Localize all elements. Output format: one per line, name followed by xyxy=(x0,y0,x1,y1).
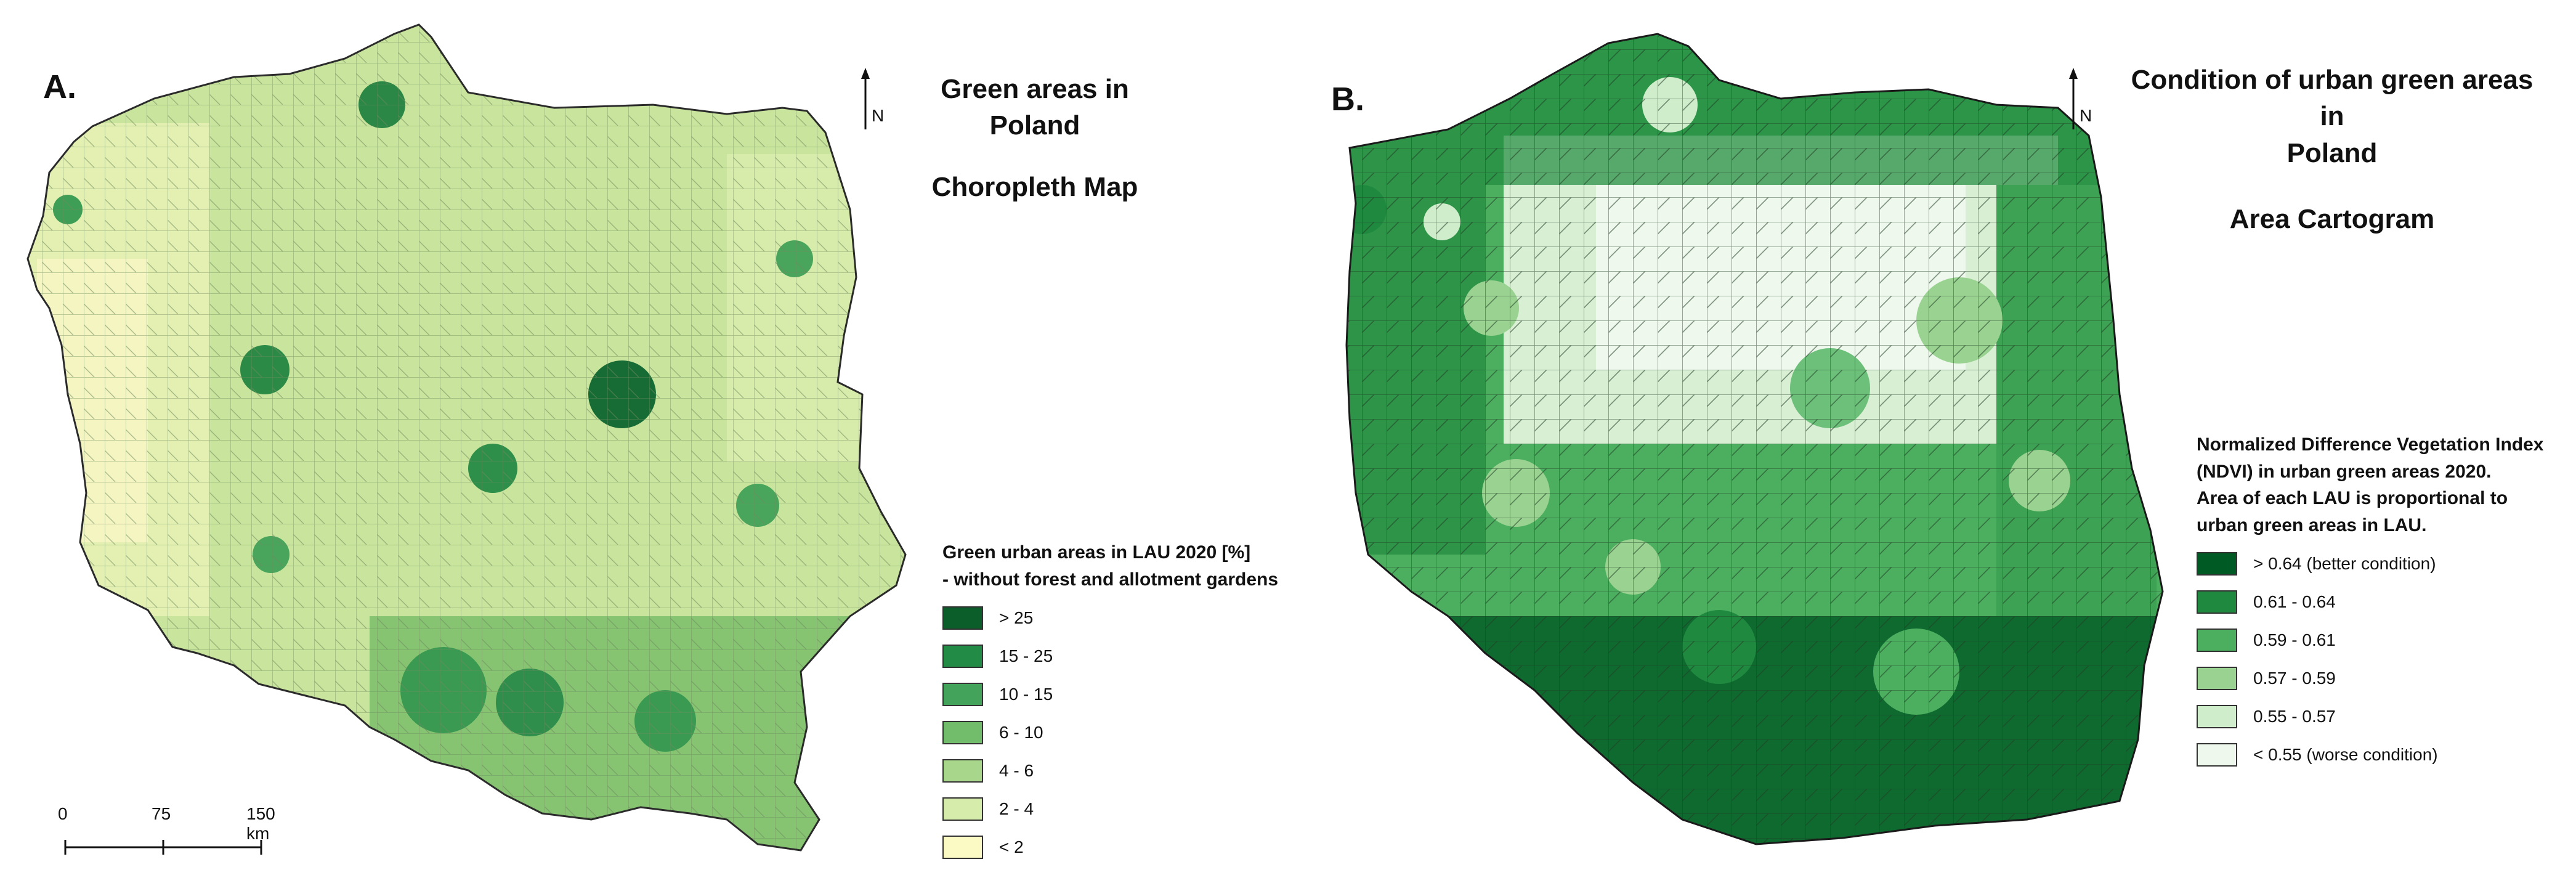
legend-swatch xyxy=(942,797,983,821)
scale-label-150: 150 km xyxy=(246,804,275,843)
scale-bar-line xyxy=(64,840,262,855)
legend-entry: 10 - 15 xyxy=(942,675,1278,714)
scale-bar: 0 75 150 km xyxy=(58,804,275,866)
legend-entry: 4 - 6 xyxy=(942,752,1278,790)
legend-entry: < 0.55 (worse condition) xyxy=(2197,736,2543,774)
legend-entry: 2 - 4 xyxy=(942,790,1278,828)
legend-swatch xyxy=(2197,590,2237,614)
legend-label: 0.55 - 0.57 xyxy=(2253,707,2336,726)
title-line-2: Poland xyxy=(2286,137,2378,168)
choropleth-map xyxy=(26,23,907,852)
legend-swatch xyxy=(2197,552,2237,576)
panel-letter-a: A. xyxy=(43,68,76,105)
panel-letter-b: B. xyxy=(1331,81,1364,118)
legend-title-line-2: - without forest and allotment gardens xyxy=(942,569,1279,590)
title-line-1: Condition of urban green areas in xyxy=(2131,65,2533,132)
north-label: N xyxy=(2080,106,2092,125)
scale-label-75: 75 xyxy=(152,804,171,823)
legend-label: 2 - 4 xyxy=(999,799,1034,818)
legend-label: 0.57 - 0.59 xyxy=(2253,669,2336,688)
legend-swatch xyxy=(2197,629,2237,652)
panel-a: A. Green areas in Poland Choropleth Map … xyxy=(26,23,1278,866)
north-label: N xyxy=(872,106,885,125)
legend-swatch xyxy=(2197,705,2237,728)
north-arrow-icon xyxy=(861,68,870,129)
poland-outline-a xyxy=(26,23,907,852)
legend-label: 6 - 10 xyxy=(999,723,1043,742)
legend-entry: > 0.64 (better condition) xyxy=(2197,545,2543,583)
legend-swatch xyxy=(2197,667,2237,690)
legend-swatch xyxy=(942,721,983,744)
legend-swatch xyxy=(2197,743,2237,767)
map-title-b: Condition of urban green areas in Poland… xyxy=(2116,62,2548,238)
legend-title-line-1: Green urban areas in LAU 2020 [%] xyxy=(942,542,1251,563)
panel-b: B. Condition of urban green areas in Pol… xyxy=(1288,0,2576,891)
legend-swatch xyxy=(942,683,983,706)
legend-b: Normalized Difference Vegetation Index (N… xyxy=(2197,431,2543,774)
legend-a: Green urban areas in LAU 2020 [%] - with… xyxy=(942,539,1278,866)
legend-entry: > 25 xyxy=(942,599,1278,637)
legend-label: 4 - 6 xyxy=(999,761,1034,780)
legend-entry: 6 - 10 xyxy=(942,714,1278,752)
title-line-2: Choropleth Map xyxy=(931,171,1138,202)
legend-entry: 0.55 - 0.57 xyxy=(2197,698,2543,736)
scale-label-0: 0 xyxy=(58,804,68,823)
legend-label: 10 - 15 xyxy=(999,685,1053,704)
poland-outline-b xyxy=(1345,33,2164,845)
legend-title-line: Area of each LAU is proportional to xyxy=(2197,488,2508,508)
legend-entries: > 0.64 (better condition) 0.61 - 0.64 0.59… xyxy=(2197,545,2543,774)
legend-label: 15 - 25 xyxy=(999,646,1053,665)
legend-swatch xyxy=(942,759,983,783)
legend-swatch xyxy=(942,645,983,668)
legend-entry: 0.61 - 0.64 xyxy=(2197,583,2543,621)
area-cartogram xyxy=(1345,33,2164,845)
legend-title: Normalized Difference Vegetation Index (N… xyxy=(2197,431,2543,539)
legend-title-line: urban green areas in LAU. xyxy=(2197,515,2427,535)
legend-label: > 25 xyxy=(999,608,1034,627)
north-arrow-icon xyxy=(2069,68,2078,129)
north-arrow-b: N xyxy=(2067,68,2104,173)
legend-label: > 0.64 (better condition) xyxy=(2253,554,2436,573)
legend-entry: < 2 xyxy=(942,828,1278,866)
legend-label: 0.61 - 0.64 xyxy=(2253,592,2336,611)
legend-label: 0.59 - 0.61 xyxy=(2253,630,2336,649)
north-arrow-a: N xyxy=(859,68,896,173)
legend-title-line: (NDVI) in urban green areas 2020. xyxy=(2197,461,2492,482)
legend-entries: > 25 15 - 25 10 - 15 6 - 10 4 - 6 2 - 4 < 2 xyxy=(942,599,1278,866)
title-line-3: Area Cartogram xyxy=(2229,204,2435,235)
legend-title-line: Normalized Difference Vegetation Index xyxy=(2197,434,2544,455)
legend-entry: 0.57 - 0.59 xyxy=(2197,659,2543,698)
map-title-a: Green areas in Poland Choropleth Map xyxy=(905,71,1164,205)
legend-swatch xyxy=(942,606,983,630)
legend-label: < 2 xyxy=(999,837,1024,856)
legend-entry: 15 - 25 xyxy=(942,637,1278,675)
legend-swatch xyxy=(942,836,983,859)
legend-entry: 0.59 - 0.61 xyxy=(2197,621,2543,659)
title-line-1: Green areas in Poland xyxy=(941,74,1129,141)
legend-label: < 0.55 (worse condition) xyxy=(2253,745,2438,764)
